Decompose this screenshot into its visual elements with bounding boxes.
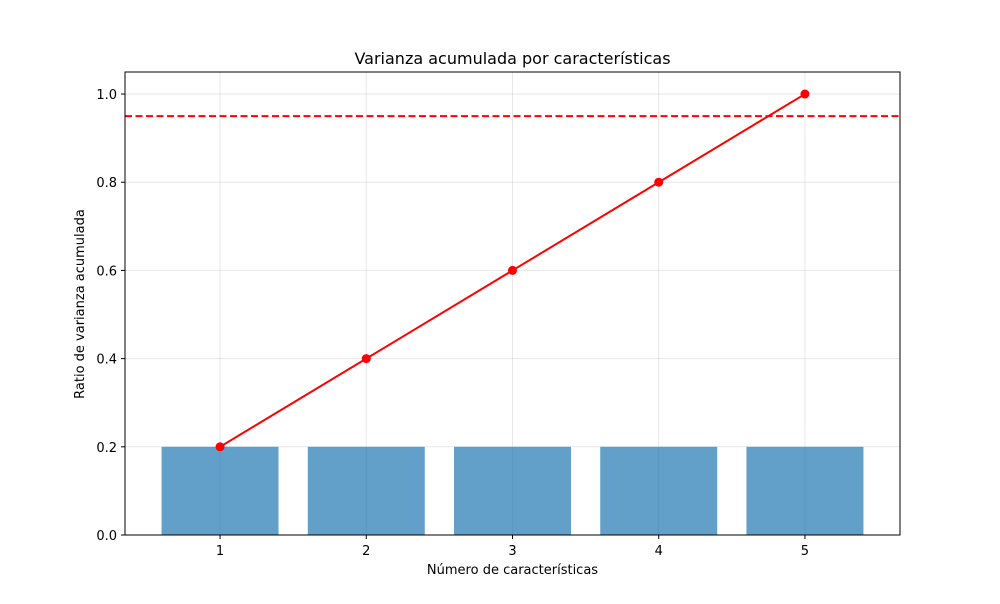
tick-layer: 1 2 3 4 5 0.0 0.2 0.4 0.6 0.8 1.0	[96, 88, 809, 559]
x-tick-label: 3	[508, 544, 516, 559]
y-tick-label: 1.0	[96, 88, 117, 103]
y-tick-label: 0.0	[96, 529, 117, 544]
bar	[161, 446, 279, 535]
y-tick-label: 0.6	[96, 264, 117, 279]
x-tick-label: 2	[362, 544, 370, 559]
x-axis-label: Número de características	[427, 563, 598, 578]
cumulative-point	[508, 265, 517, 275]
line-layer	[215, 89, 810, 452]
bar	[307, 446, 425, 535]
bar	[454, 446, 571, 535]
bar	[600, 446, 718, 535]
bar-layer	[161, 446, 864, 535]
x-tick-label: 5	[801, 544, 809, 559]
x-tick-label: 1	[216, 544, 224, 559]
x-tick-label: 4	[655, 544, 663, 559]
bar	[746, 446, 864, 535]
y-axis-label: Ratio de varianza acumulada	[73, 209, 88, 399]
y-tick-label: 0.4	[96, 353, 117, 368]
cumulative-point	[654, 177, 664, 187]
chart-title: Varianza acumulada por características	[354, 49, 670, 68]
cumulative-point	[215, 442, 225, 452]
cumulative-point	[800, 89, 810, 99]
y-tick-label: 0.8	[96, 176, 117, 191]
y-tick-label: 0.2	[96, 441, 117, 456]
cumulative-point	[361, 354, 371, 364]
